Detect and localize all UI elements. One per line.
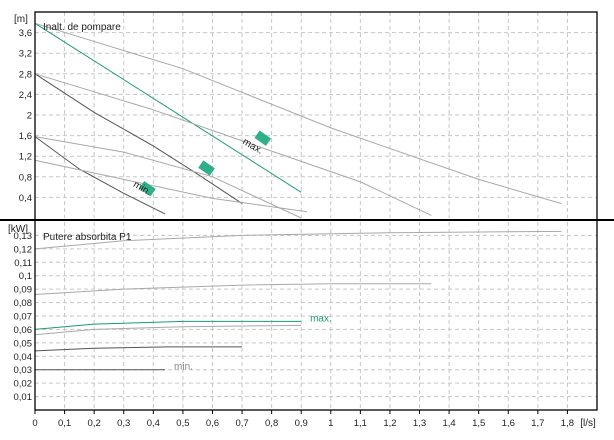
operating-point-marker [254, 130, 272, 146]
y-tick-label: 0,09 [14, 285, 33, 296]
operating-point-marker [198, 160, 215, 176]
curve-annotation: max. [310, 313, 332, 324]
series-line-head-4 [34, 136, 166, 215]
y-tick-label: 2,4 [19, 90, 32, 101]
y-tick-label: 1,6 [19, 131, 32, 142]
x-tick-label: 0,2 [88, 418, 101, 429]
x-tick-label: 1,3 [413, 418, 426, 429]
y-tick-label: 3,2 [19, 49, 32, 60]
y-tick-label: 2 [27, 111, 32, 122]
series-line-head-5 [34, 136, 302, 219]
y-tick-label: 1,2 [19, 152, 32, 163]
x-tick-label: 1,4 [442, 418, 455, 429]
series-line-head-1 [34, 22, 562, 205]
series-line-power-0 [34, 230, 562, 250]
series-line-power-4 [34, 346, 243, 352]
x-tick-label: 1,5 [472, 418, 485, 429]
series-line-power-1 [34, 283, 432, 295]
y-tick-label: 0,07 [14, 312, 33, 323]
x-tick-label: 0,5 [176, 418, 189, 429]
x-tick-label: 1 [328, 418, 333, 429]
series-layer [34, 22, 562, 371]
x-tick-label: 1,6 [502, 418, 515, 429]
y-tick-label: 0,08 [14, 298, 33, 309]
x-tick-label: 0 [32, 418, 37, 429]
y-tick-label: 0,13 [14, 231, 33, 242]
series-line-power-2 [34, 320, 302, 330]
y-tick-label: 0,8 [19, 172, 32, 183]
y-tick-label: 0,03 [14, 365, 33, 376]
y-tick-label: 0,01 [14, 392, 33, 403]
top-chart-title: Inalt. de pompare [43, 22, 121, 33]
bottom-chart-title: Putere absorbita P1 [43, 232, 132, 243]
x-tick-label: 0,3 [117, 418, 130, 429]
series-line-head-6 [34, 159, 308, 213]
operating-point-marker [139, 180, 156, 197]
plot-frame [34, 11, 598, 411]
x-tick-label: 0,9 [295, 418, 308, 429]
x-tick-label: 0,8 [265, 418, 278, 429]
grid [35, 12, 597, 410]
top-y-unit-label: [m] [14, 14, 28, 25]
curve-annotation: min. [174, 362, 193, 373]
x-tick-label: 0,7 [235, 418, 248, 429]
y-tick-label: 0,11 [14, 258, 32, 269]
x-tick-label: 0,1 [58, 418, 71, 429]
y-tick-label: 0,12 [14, 244, 33, 255]
x-tick-label: 0,6 [206, 418, 219, 429]
series-line-power-3 [34, 324, 302, 336]
y-tick-label: 0,1 [19, 271, 32, 282]
y-tick-label: 0,4 [19, 193, 32, 204]
y-tick-label: 0,02 [14, 379, 33, 390]
y-tick-label: 0,06 [14, 325, 33, 336]
series-line-head-3 [34, 73, 432, 216]
x-tick-label: 1,1 [354, 418, 367, 429]
y-tick-label: 2,8 [19, 69, 32, 80]
y-tick-label: 3,6 [19, 28, 32, 39]
frame-layer [0, 11, 614, 414]
series-line-head-2 [34, 73, 243, 205]
x-tick-label: 0,4 [147, 418, 160, 429]
x-tick-label: 1,7 [531, 418, 544, 429]
x-tick-label: 1,8 [561, 418, 574, 429]
x-tick-label: 1,2 [383, 418, 396, 429]
y-tick-label: 0,04 [14, 352, 33, 363]
x-unit-label: [l/s] [580, 418, 596, 429]
y-tick-label: 0,05 [14, 338, 33, 349]
marker-layer [139, 130, 272, 197]
bottom-y-unit-label: [kW] [8, 224, 28, 235]
series-line-head-0 [34, 22, 302, 193]
label-layer: Inalt. de pompare [m] Putere absorbita P… [8, 14, 596, 429]
